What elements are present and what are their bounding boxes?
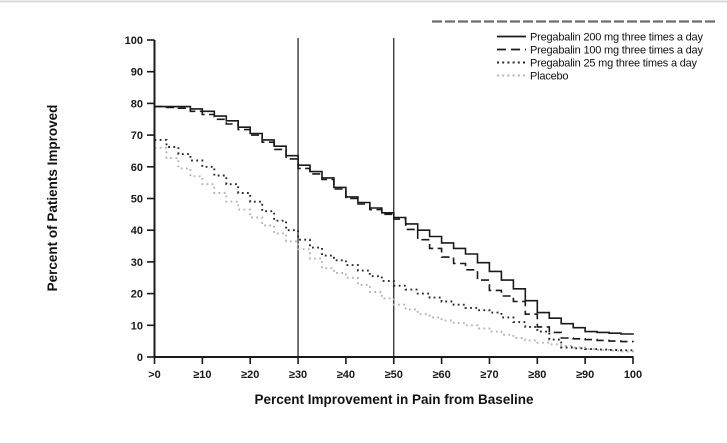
x-tick-label: ≥70 — [480, 369, 498, 381]
y-tick-label: 70 — [131, 130, 143, 142]
y-axis-ticks: 0 10 20 30 40 50 60 70 80 90 100 — [125, 35, 155, 364]
x-tick-label: ≥20 — [241, 369, 259, 381]
x-tick-label: ≥80 — [528, 369, 546, 381]
y-tick-label: 0 — [137, 352, 143, 364]
y-tick-label: 80 — [131, 98, 143, 110]
legend-label: Pregabalin 100 mg three times a day — [530, 45, 703, 57]
x-tick-label: ≥10 — [193, 369, 211, 381]
series-line-dotted — [154, 146, 634, 353]
series-line-solid — [154, 105, 634, 335]
y-tick-label: 20 — [131, 289, 143, 301]
x-tick-label: ≥40 — [337, 369, 355, 381]
series-lines — [154, 105, 634, 353]
x-axis-ticks: >0 ≥10 ≥20 ≥30 ≥40 ≥50 ≥60 ≥70 ≥80 ≥90 100 — [148, 357, 642, 381]
x-tick-label: 100 — [624, 369, 642, 381]
legend: Pregabalin 200 mg three times a dayPrega… — [497, 32, 704, 83]
x-tick-label: ≥60 — [432, 369, 450, 381]
x-tick-label: >0 — [148, 369, 161, 381]
y-tick-label: 100 — [125, 35, 143, 47]
x-tick-label: ≥90 — [576, 369, 594, 381]
y-tick-label: 10 — [131, 320, 143, 332]
y-tick-label: 30 — [131, 257, 143, 269]
x-tick-label: ≥50 — [385, 369, 403, 381]
legend-label: Pregabalin 200 mg three times a day — [530, 32, 703, 44]
x-tick-label: ≥30 — [289, 369, 307, 381]
y-axis-title: Percent of Patients Improved — [45, 105, 60, 292]
y-tick-label: 60 — [131, 162, 143, 174]
y-tick-label: 90 — [131, 67, 143, 79]
x-axis-title: Percent Improvement in Pain from Baselin… — [254, 392, 534, 407]
legend-label: Placebo — [530, 71, 568, 83]
y-tick-label: 50 — [131, 194, 143, 206]
legend-label: Pregabalin 25 mg three times a day — [530, 58, 698, 70]
y-tick-label: 40 — [131, 225, 143, 237]
series-line-dotted — [154, 138, 634, 352]
